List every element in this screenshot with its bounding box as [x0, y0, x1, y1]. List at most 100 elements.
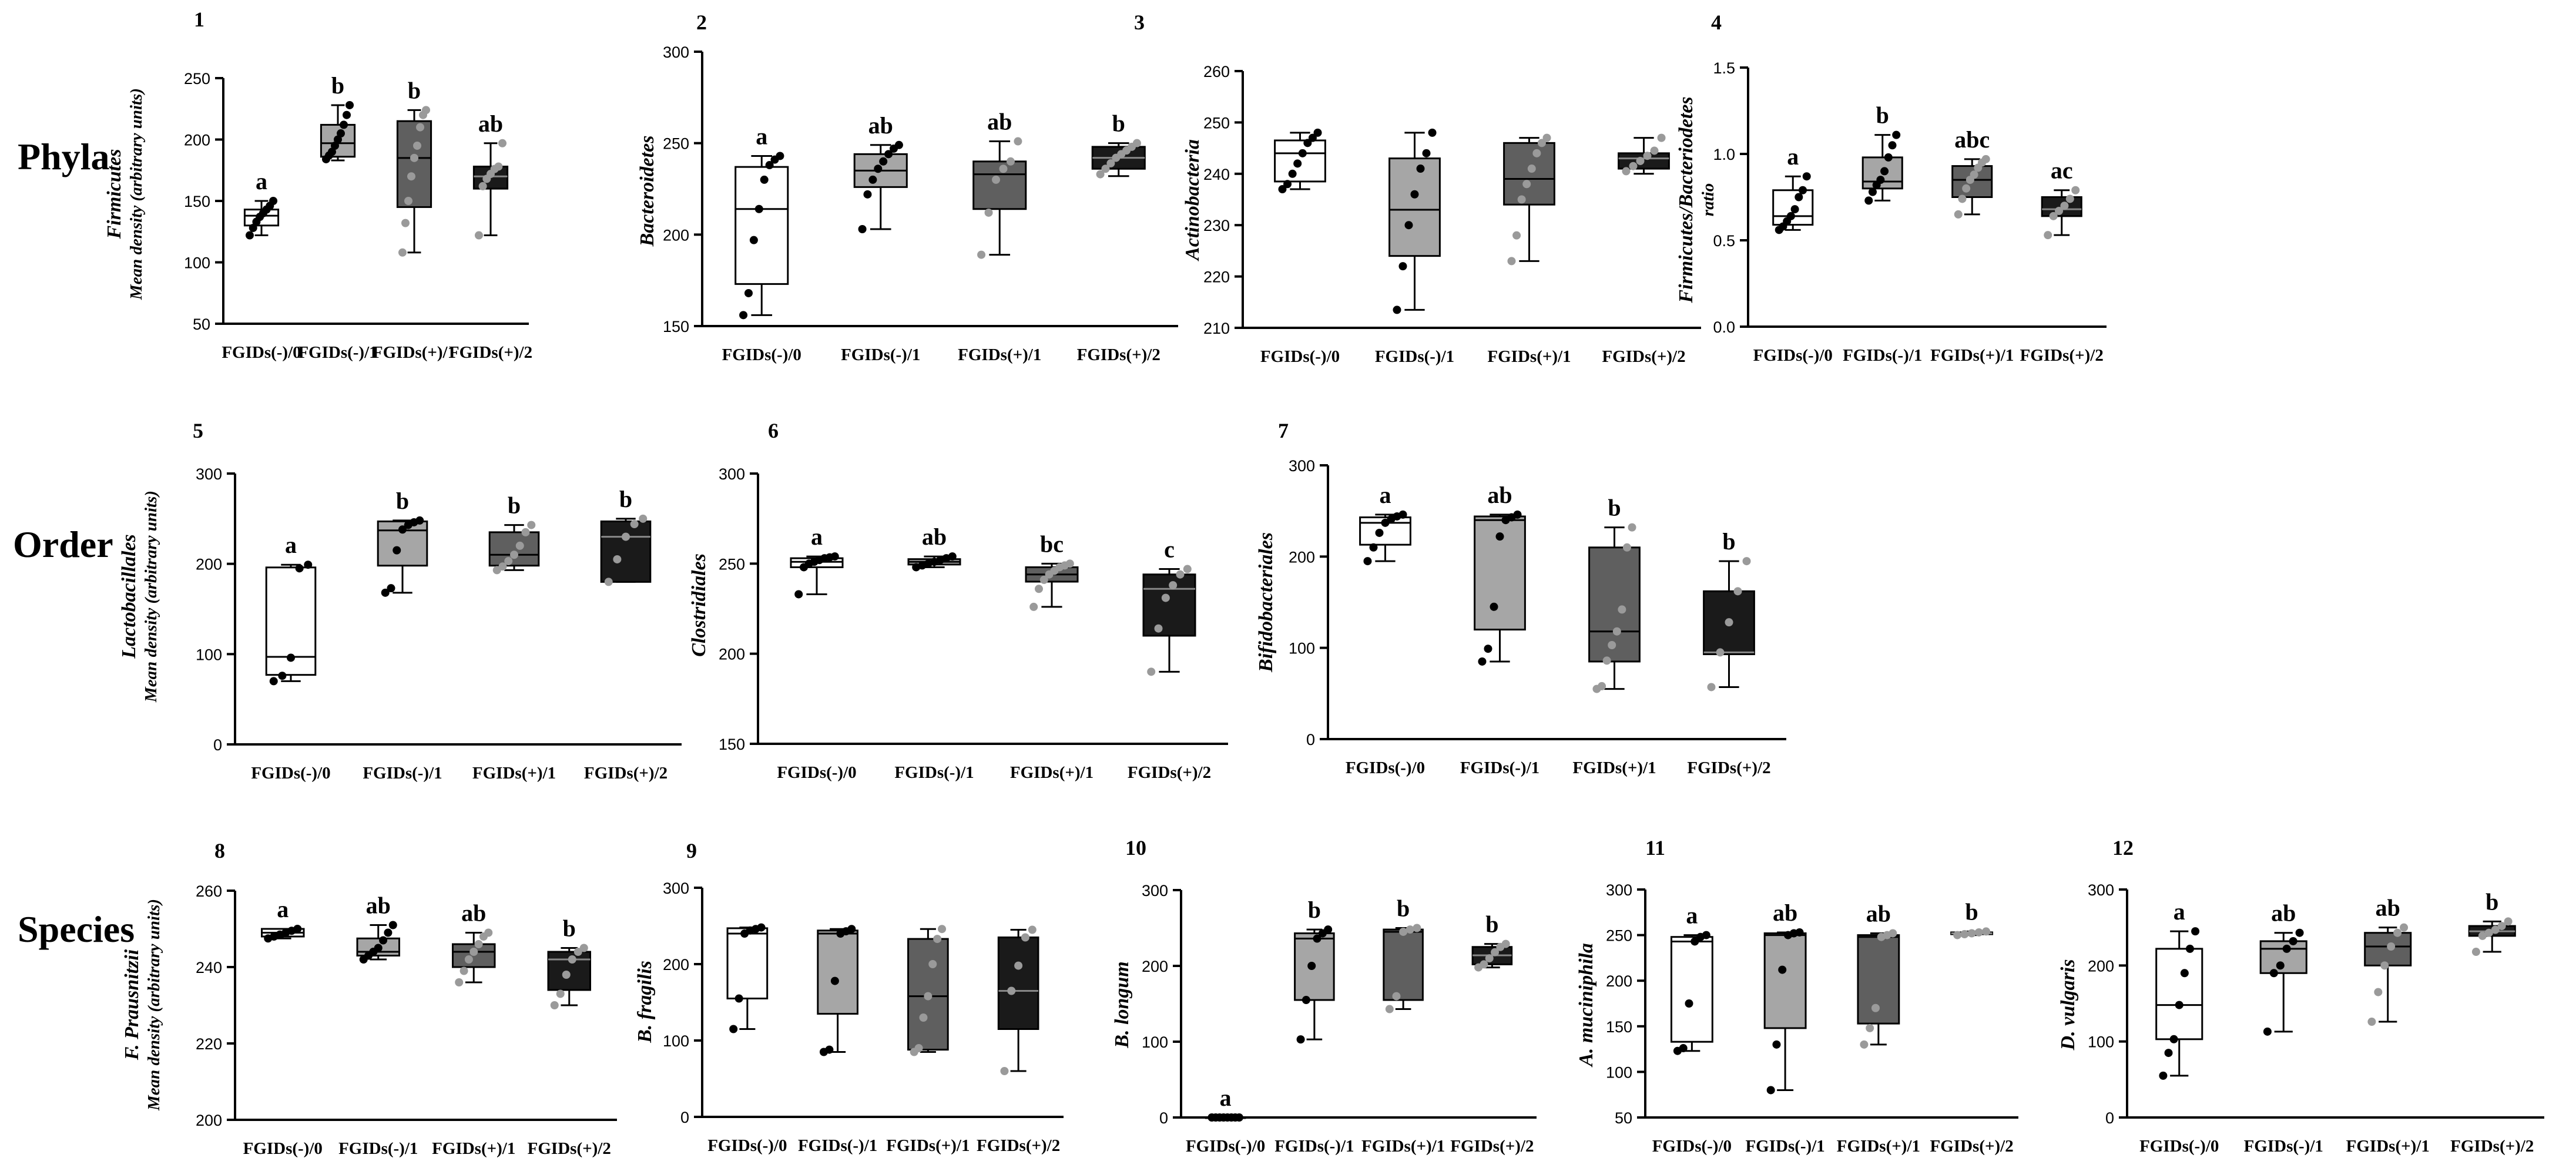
panel-number: 8: [214, 839, 225, 862]
significance-letter: ab: [868, 112, 893, 139]
data-point: [1742, 557, 1751, 566]
y-axis-label: Clostridiales: [688, 553, 710, 657]
data-point: [1176, 570, 1185, 579]
data-point: [1527, 165, 1536, 173]
data-point: [1802, 172, 1811, 181]
y-tick-label: 1.0: [1713, 146, 1735, 163]
data-point: [1161, 593, 1170, 602]
data-point: [1235, 1113, 1243, 1122]
data-point: [1398, 262, 1407, 271]
y-axis-label-group: Bacteroidetes: [636, 136, 658, 247]
data-point: [579, 944, 588, 952]
y-axis-sublabel: ratio: [1699, 183, 1718, 216]
y-axis-sublabel: Mean density (arbitrary units): [145, 899, 163, 1111]
data-point: [830, 552, 839, 561]
x-tick-label: FGIDs(+)/1: [373, 343, 456, 362]
y-tick-label: 300: [196, 465, 222, 483]
x-tick-label: FGIDs(-)/0: [777, 763, 856, 782]
significance-letter: c: [1164, 536, 1175, 563]
panel-number: 1: [194, 8, 204, 31]
y-axis-sublabel: Mean density (arbitrary units): [127, 88, 146, 300]
y-tick-label: 150: [663, 318, 689, 335]
data-point: [459, 966, 468, 975]
data-point: [1154, 624, 1163, 633]
data-point: [498, 562, 507, 571]
y-tick-label: 260: [196, 882, 222, 900]
y-tick-label: 50: [1615, 1109, 1632, 1127]
data-point: [1622, 167, 1631, 176]
data-point: [474, 231, 483, 240]
data-point: [1132, 139, 1141, 147]
y-axis-label: B. longum: [1111, 961, 1133, 1048]
data-point: [992, 175, 1001, 184]
significance-letter: b: [1965, 898, 1978, 925]
x-tick-label: FGIDs(+)/1: [886, 1136, 970, 1155]
box: [726, 927, 769, 1000]
data-point: [948, 552, 957, 561]
y-tick-label: 100: [2088, 1033, 2114, 1051]
significance-letter: b: [619, 486, 632, 512]
panel-6: 6 150 200 250 300 Clostridiales a FGIDs(-)/0 ab F…: [688, 419, 1228, 782]
data-point: [1618, 605, 1626, 614]
data-point: [1522, 180, 1531, 189]
data-point: [393, 546, 401, 555]
significance-letter: a: [756, 123, 767, 149]
box: [2259, 940, 2307, 974]
data-point: [568, 955, 576, 964]
y-tick-label: 250: [1606, 927, 1632, 945]
data-point: [527, 521, 536, 529]
data-point: [1778, 965, 1787, 974]
data-point: [1014, 961, 1023, 970]
panel-number: 9: [686, 839, 697, 862]
box: [817, 929, 858, 1015]
x-tick-label: FGIDs(-)/1: [894, 763, 974, 782]
y-axis-label: Lactobacillales: [118, 534, 140, 659]
significance-letter: b: [1876, 102, 1889, 129]
box: [1763, 932, 1807, 1029]
y-tick-label: 200: [2088, 957, 2114, 975]
box: [1670, 936, 1713, 1043]
data-point: [1404, 221, 1413, 230]
data-point: [550, 1001, 559, 1009]
data-point: [404, 197, 412, 205]
data-point: [2164, 1049, 2173, 1058]
data-point: [337, 129, 346, 138]
panel-number: 4: [1711, 11, 1722, 34]
x-tick-label: FGIDs(-)/1: [1745, 1137, 1824, 1156]
data-point: [1864, 196, 1873, 205]
data-point: [868, 175, 877, 184]
significance-letter: a: [1220, 1085, 1232, 1111]
x-tick-label: FGIDs(-)/0: [1652, 1137, 1732, 1156]
data-point: [2393, 928, 2402, 937]
data-point: [863, 190, 872, 199]
data-point: [1629, 162, 1638, 170]
data-point: [1399, 927, 1408, 936]
data-point: [1876, 176, 1885, 184]
data-point: [1786, 212, 1795, 220]
data-point: [573, 948, 582, 956]
data-point: [1954, 210, 1963, 219]
x-tick-label: FGIDs(-)/0: [722, 345, 801, 364]
x-tick-label: FGIDs(+)/2: [584, 764, 668, 783]
x-tick-label: FGIDs(+)/1: [472, 764, 556, 783]
data-point: [1871, 1003, 1880, 1012]
y-tick-label: 300: [663, 880, 689, 897]
data-point: [379, 936, 388, 945]
data-point: [1598, 682, 1606, 690]
x-tick-label: FGIDs(-)/1: [1460, 758, 1539, 777]
data-point: [343, 110, 351, 119]
data-point: [521, 528, 530, 536]
x-tick-label: FGIDs(+)/1: [1837, 1137, 1920, 1156]
data-point: [1096, 170, 1105, 179]
data-point: [2374, 988, 2383, 996]
panel-12: 12 0 100 200 300 D. vulgaris a FGIDs(-)/0 ab FGID…: [2057, 836, 2544, 1156]
data-point: [494, 162, 503, 171]
data-point: [2276, 961, 2285, 970]
y-tick-label: 100: [196, 646, 222, 663]
data-point: [293, 925, 302, 933]
data-point: [1035, 585, 1043, 593]
significance-letter: b: [1397, 895, 1410, 922]
x-tick-label: FGIDs(-)/1: [798, 1136, 877, 1155]
data-point: [1892, 130, 1901, 139]
data-point: [2295, 928, 2304, 937]
